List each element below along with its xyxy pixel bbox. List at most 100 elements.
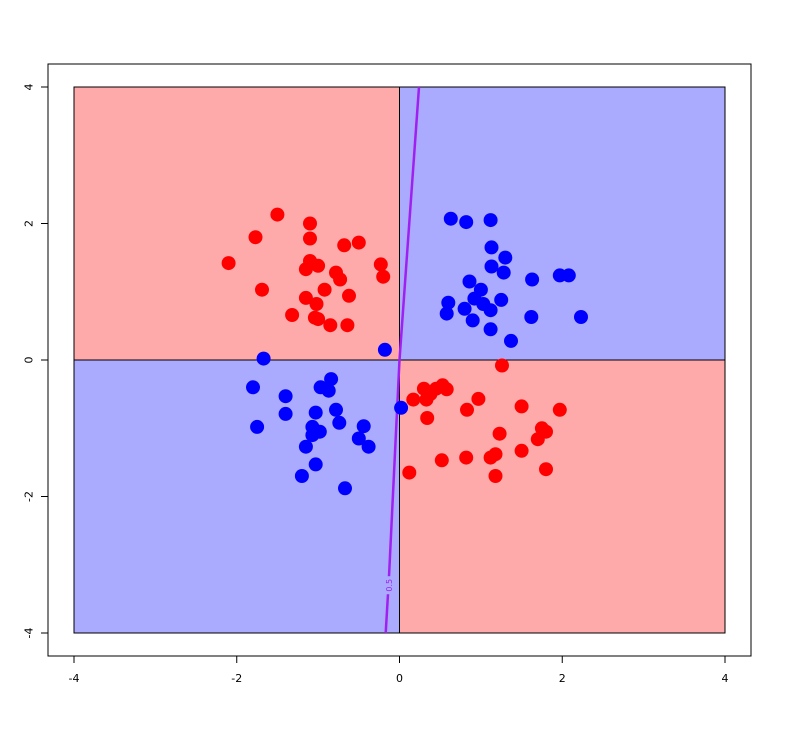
data-point-s2-32 (329, 402, 343, 417)
data-point-s1-1 (270, 207, 285, 222)
data-point-s1-36 (552, 402, 567, 417)
data-point-s2-4 (484, 240, 499, 255)
data-point-s1-23 (323, 318, 338, 333)
data-point-s2-23 (483, 322, 498, 337)
data-point-s1-46 (488, 447, 503, 462)
data-point-s1-16 (317, 282, 332, 297)
data-point-s1-17 (342, 288, 356, 303)
data-point-s2-26 (256, 351, 271, 366)
data-point-s1-20 (285, 308, 300, 322)
y-tick-label-4: 2 (23, 220, 36, 227)
x-tick-label-2: -2 (231, 672, 242, 685)
data-point-s1-19 (309, 297, 324, 311)
x-tick-label-4: 2 (559, 672, 566, 685)
data-point-s2-16 (457, 301, 472, 316)
data-point-s2-36 (356, 419, 371, 434)
data-point-s2-8 (525, 272, 540, 287)
data-point-s1-4 (248, 230, 263, 245)
data-point-s1-2 (303, 216, 317, 231)
data-point-s2-21 (524, 310, 539, 324)
data-point-s1-32 (419, 392, 434, 407)
x-tick-label-1: -4 (69, 672, 80, 685)
data-point-s1-43 (459, 450, 474, 465)
plot-area-border (73, 86, 726, 634)
contour-label-gap (385, 576, 394, 595)
y-tick-label-3: 0 (23, 357, 36, 364)
data-point-s2-31 (278, 389, 293, 404)
data-point-s1-12 (333, 272, 348, 287)
data-point-s2-19 (439, 306, 454, 321)
data-point-s1-7 (221, 256, 236, 271)
data-point-s2-10 (561, 268, 576, 283)
decision-boundary: 0.5 (384, 86, 421, 634)
decision-regions (74, 87, 725, 633)
data-point-s1-9 (298, 262, 313, 277)
data-point-s2-27 (324, 372, 339, 387)
data-point-s1-14 (373, 257, 388, 272)
data-point-s1-41 (530, 432, 545, 447)
x-axis: -4 -2 0 2 4 (69, 655, 729, 685)
data-point-s2-15 (441, 295, 456, 310)
contour-line (384, 86, 421, 634)
data-point-s1-18 (298, 290, 313, 305)
data-point-s2-6 (484, 259, 499, 274)
data-point-s2-46 (294, 469, 309, 483)
data-point-s1-47 (402, 465, 417, 480)
data-point-s2-37 (394, 400, 409, 415)
data-point-s1-31 (406, 392, 421, 407)
data-point-s2-43 (361, 439, 376, 454)
data-point-s2-28 (246, 380, 260, 395)
data-point-s2-3 (483, 213, 498, 228)
data-point-s2-2 (459, 215, 474, 230)
data-point-s2-33 (308, 405, 323, 420)
data-point-s1-5 (337, 238, 352, 253)
data-point-s1-33 (471, 391, 486, 406)
data-point-s1-34 (460, 402, 474, 417)
data-point-s2-25 (377, 342, 392, 357)
data-point-s1-13 (376, 269, 391, 284)
data-point-s1-35 (514, 399, 529, 414)
region-3 (74, 360, 400, 633)
data-point-s1-44 (434, 453, 449, 468)
data-point-s2-22 (574, 310, 588, 324)
data-point-s1-22 (311, 312, 326, 327)
data-point-s1-15 (255, 282, 269, 297)
data-point-s2-11 (462, 274, 477, 289)
data-point-s2-38 (250, 419, 265, 434)
data-point-s1-42 (514, 443, 529, 458)
data-point-s2-42 (351, 431, 366, 446)
x-tick-label-3: 0 (396, 672, 403, 685)
data-point-s1-3 (303, 231, 317, 246)
data-point-s2-35 (332, 415, 347, 430)
data-point-s2-41 (305, 428, 320, 443)
data-point-s2-1 (443, 211, 458, 226)
data-point-s2-14 (494, 292, 509, 307)
data-point-s2-18 (476, 297, 491, 311)
data-point-s1-49 (539, 462, 553, 477)
data-point-s1-6 (351, 235, 366, 250)
data-point-s2-44 (298, 439, 313, 454)
data-point-s2-7 (496, 265, 511, 280)
contour-label: 0.5 (385, 579, 394, 592)
data-point-s2-20 (465, 313, 480, 328)
data-point-s2-45 (308, 457, 323, 472)
data-point-s1-24 (340, 318, 355, 333)
y-tick-label-2: -2 (23, 491, 36, 502)
y-tick-label-1: -4 (23, 628, 36, 639)
data-point-s2-24 (504, 333, 518, 348)
data-point-s1-37 (420, 411, 435, 425)
data-points (221, 207, 588, 496)
data-point-s1-48 (488, 469, 503, 483)
data-point-s1-40 (492, 426, 507, 441)
x-tick-label-5: 4 (722, 672, 729, 685)
data-point-s2-5 (498, 250, 513, 265)
data-point-s2-47 (338, 481, 352, 496)
region-4 (399, 360, 725, 633)
data-point-s2-30 (321, 383, 336, 398)
data-point-s1-25 (495, 358, 509, 373)
data-point-s1-10 (311, 258, 326, 273)
y-tick-label-5: 4 (23, 84, 36, 91)
data-point-s1-29 (439, 382, 454, 397)
region-1 (74, 87, 400, 360)
